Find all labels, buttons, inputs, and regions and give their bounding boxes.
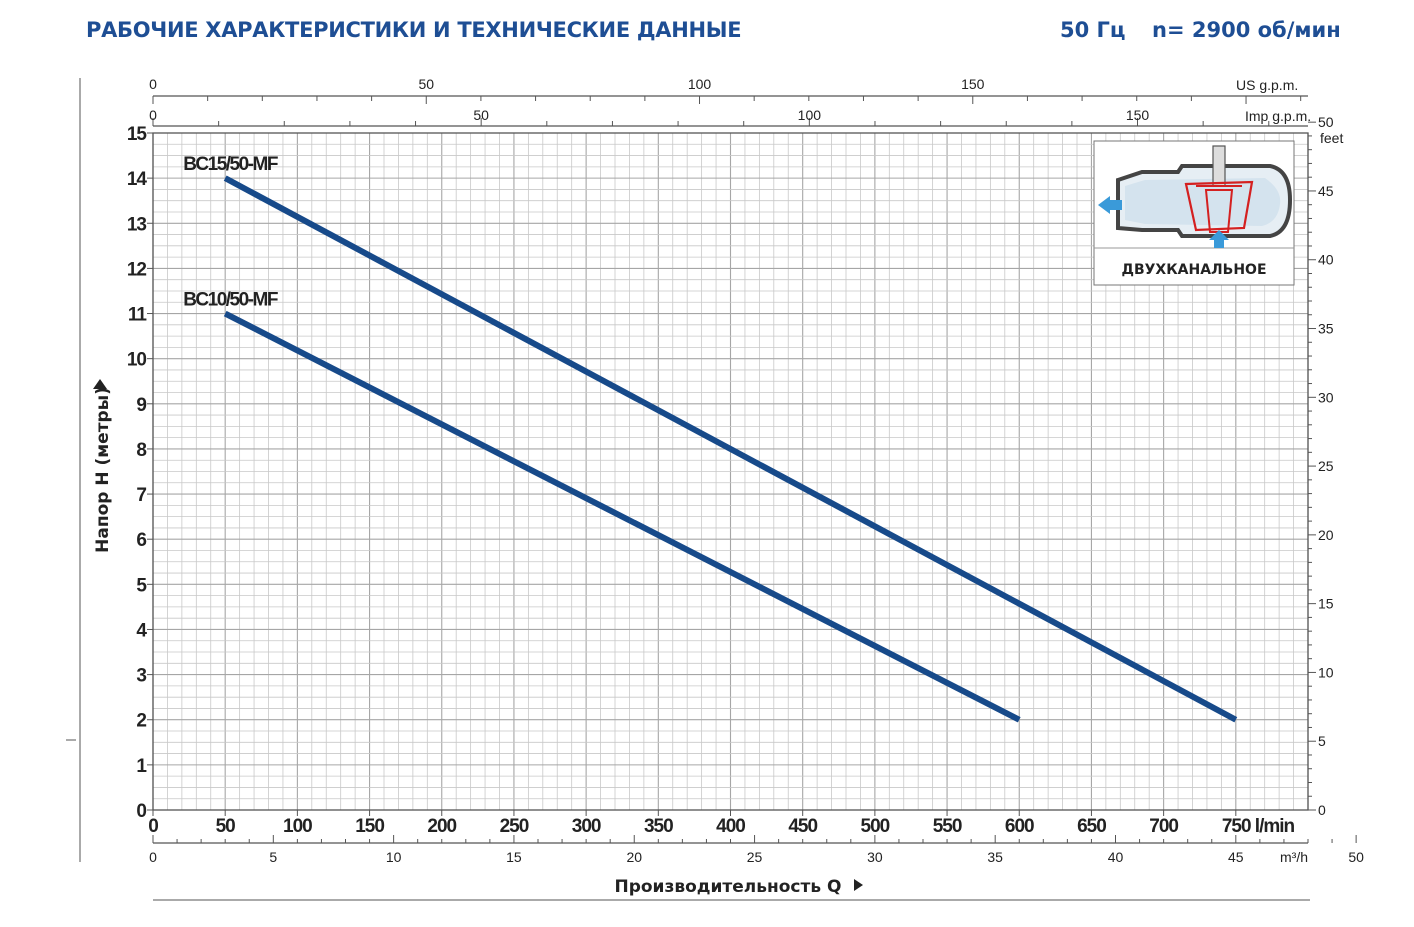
- feet-tick-label: 20: [1318, 527, 1334, 543]
- y-tick-label: 13: [127, 214, 147, 235]
- m3h-axis-label: m³/h: [1280, 849, 1308, 865]
- y-tick-label: 11: [128, 305, 148, 326]
- feet-axis: 0 5 10 15 20 25 30 35 40 45 50: [1308, 114, 1334, 818]
- x-tick-label: 200: [427, 816, 456, 837]
- x-tick-label: 50: [216, 816, 236, 837]
- feet-tick-label: 0: [1318, 802, 1326, 818]
- feet-axis-label: feet: [1320, 130, 1343, 146]
- feet-tick-label: 5: [1318, 733, 1326, 749]
- x-tick-label: 600: [1005, 816, 1034, 837]
- x-tick-label: 350: [644, 816, 673, 837]
- inset-caption: ДВУХКАНАЛЬНОЕ: [1121, 262, 1266, 278]
- feet-tick-label: 40: [1318, 252, 1334, 268]
- x-tick-label: 400: [716, 816, 745, 837]
- y-tick-label: 14: [127, 169, 148, 190]
- series-line-bc10-50-mf: [223, 310, 1021, 723]
- x-tick-label: 300: [572, 816, 601, 837]
- x-tick-label: 100: [283, 816, 312, 837]
- imp-gpm-tick-label: 150: [1126, 107, 1150, 123]
- y-tick-label: 5: [136, 575, 147, 596]
- series-label: BC10/50-MF: [183, 290, 278, 311]
- x-axis-title: Производительность Q: [614, 877, 841, 897]
- us-gpm-tick-label: 0: [149, 76, 157, 92]
- x-tick-label: 250: [500, 816, 529, 837]
- y-tick-label: 3: [136, 666, 146, 687]
- imp-gpm-tick-label: 50: [473, 107, 489, 123]
- x-tick-label: 750 l/min: [1222, 816, 1295, 837]
- series-line-bc15-50-mf: [223, 175, 1238, 723]
- x-axis-arrow-icon: [854, 879, 863, 891]
- m3h-axis: 0 5 10 15 20 25 30 35 40 45 50: [149, 835, 1364, 865]
- y-axis-arrow-icon: [93, 379, 107, 389]
- x-tick-label: 550: [933, 816, 962, 837]
- m3h-tick-label: 45: [1228, 849, 1244, 865]
- curves: BC15/50-MF BC10/50-MF: [183, 154, 1238, 723]
- y-tick-label: 4: [136, 620, 147, 641]
- y-tick-label: 8: [136, 440, 146, 461]
- y-tick-label: 2: [136, 711, 146, 732]
- y-tick-label: 6: [136, 530, 146, 551]
- m3h-tick-label: 25: [747, 849, 763, 865]
- y-tick-label: 1: [136, 756, 147, 777]
- m3h-tick-label: 10: [386, 849, 402, 865]
- feet-tick-label: 30: [1318, 389, 1334, 405]
- frequency-label: 50 Гц: [1060, 18, 1126, 42]
- y-tick-label: 12: [127, 259, 147, 280]
- feet-tick-label: 35: [1318, 321, 1334, 337]
- feet-tick-label: 15: [1318, 596, 1334, 612]
- m3h-tick-label: 40: [1108, 849, 1124, 865]
- x-tick-label: 450: [788, 816, 817, 837]
- feet-tick-label: 45: [1318, 183, 1334, 199]
- y-axis-title: Напор H (метры): [93, 387, 113, 553]
- imp-gpm-axis: 0 50 100 150: [149, 107, 1270, 126]
- x-tick-label: 150: [355, 816, 384, 837]
- m3h-tick-label: 35: [987, 849, 1003, 865]
- feet-tick-label: 50: [1318, 114, 1334, 130]
- imp-gpm-axis-label: Imp g.p.m.: [1245, 108, 1311, 124]
- page-title: РАБОЧИЕ ХАРАКТЕРИСТИКИ И ТЕХНИЧЕСКИЕ ДАН…: [86, 18, 742, 42]
- feet-tick-label: 25: [1318, 458, 1334, 474]
- y-tick-label: 7: [136, 485, 146, 506]
- y-tick-label: 9: [136, 395, 146, 416]
- flow-axis: 0 50 100 150 200 250 300 350 400 450 500 550 600 650 7…: [148, 810, 1296, 837]
- us-gpm-tick-label: 100: [688, 76, 712, 92]
- y-tick-label: 10: [127, 350, 147, 371]
- impeller-inset: ДВУХКАНАЛЬНОЕ: [1093, 140, 1295, 286]
- imp-gpm-tick-label: 0: [149, 107, 157, 123]
- y-tick-label: 15: [127, 124, 148, 145]
- us-gpm-tick-label: 50: [418, 76, 434, 92]
- m3h-tick-label: 0: [149, 849, 157, 865]
- x-tick-label: 700: [1149, 816, 1178, 837]
- us-gpm-tick-label: 150: [961, 76, 985, 92]
- series-label: BC15/50-MF: [183, 154, 278, 175]
- x-tick-label: 650: [1077, 816, 1106, 837]
- outflow-arrow-icon: [1098, 196, 1122, 214]
- m3h-tick-label: 20: [626, 849, 642, 865]
- imp-gpm-tick-label: 100: [798, 107, 822, 123]
- m3h-tick-label: 15: [506, 849, 522, 865]
- y-tick-label: 0: [136, 801, 146, 822]
- m3h-tick-label: 50: [1348, 849, 1364, 865]
- dual-channel-impeller-icon: [1098, 145, 1293, 248]
- feet-tick-label: 10: [1318, 664, 1334, 680]
- us-gpm-axis-label: US g.p.m.: [1236, 77, 1298, 93]
- x-tick-label: 0: [148, 816, 158, 837]
- inflow-arrow-icon: [1209, 230, 1229, 248]
- x-tick-label: 500: [861, 816, 890, 837]
- us-gpm-axis: 0 50 100 150: [149, 76, 1302, 104]
- m3h-tick-label: 30: [867, 849, 883, 865]
- m3h-tick-label: 5: [269, 849, 277, 865]
- speed-label: n= 2900 об/мин: [1152, 18, 1341, 42]
